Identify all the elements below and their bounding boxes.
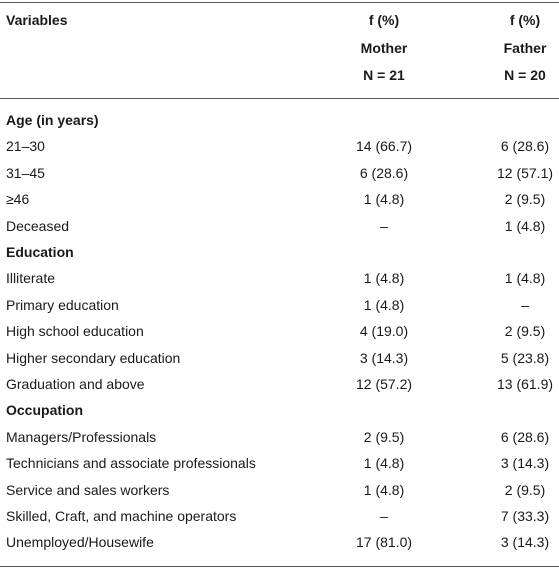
cell: 7 (33.3): [500, 508, 550, 524]
row-label: Deceased: [6, 217, 70, 234]
cell: 2 (9.5): [504, 191, 546, 208]
cell: 17 (81.0): [355, 534, 413, 551]
cell: –: [380, 217, 388, 234]
cell: 2 (9.5): [363, 428, 405, 445]
section-title: Age (in years): [6, 112, 99, 128]
row-label: ≥46: [6, 191, 30, 208]
row-label: Managers/Professionals: [6, 428, 157, 445]
cell: 12 (57.1): [496, 164, 554, 181]
row-label: Skilled, Craft, and machine operators: [6, 508, 237, 524]
cell: 3 (14.3): [500, 455, 550, 472]
cell: –: [380, 508, 388, 524]
section-title: Education: [6, 244, 74, 260]
row-label: High school education: [6, 323, 144, 340]
row-label: 31–45: [6, 164, 45, 181]
header-cell: f (%): [509, 12, 541, 28]
section-title: Occupation: [6, 402, 84, 419]
cell: 6 (28.6): [500, 428, 550, 445]
cell: 1 (4.8): [363, 455, 405, 472]
header-cell: N = 20: [504, 67, 546, 83]
header-rule: [0, 98, 559, 99]
cell: 3 (14.3): [500, 534, 550, 551]
cell: 6 (28.6): [359, 164, 409, 181]
row-label: Graduation and above: [6, 376, 145, 392]
bottom-rule: [0, 566, 559, 567]
top-rule: [0, 2, 559, 3]
cell: 1 (4.8): [504, 270, 546, 287]
header-cell: Mother: [360, 40, 408, 56]
cell: 4 (19.0): [359, 323, 409, 340]
cell: 13 (61.9): [496, 376, 554, 392]
cell: 6 (28.6): [500, 138, 550, 155]
cell: 1 (4.8): [363, 270, 405, 287]
cell: 1 (4.8): [363, 481, 405, 498]
cell: 5 (23.8): [500, 349, 550, 366]
cell: 1 (4.8): [363, 296, 405, 313]
row-label: Illiterate: [6, 270, 56, 287]
row-label: Technicians and associate professionals: [6, 455, 256, 472]
row-label: Service and sales workers: [6, 481, 170, 498]
row-label: Unemployed/Housewife: [6, 534, 154, 551]
cell: 3 (14.3): [359, 349, 409, 366]
header-cell: Father: [503, 40, 547, 56]
cell: 12 (57.2): [355, 376, 413, 392]
cell: 1 (4.8): [363, 191, 405, 208]
cell: –: [521, 296, 529, 313]
row-label: 21–30: [6, 138, 45, 155]
header-cell: Variables: [6, 12, 68, 28]
header-cell: f (%): [368, 12, 400, 28]
row-label: Higher secondary education: [6, 349, 181, 366]
row-label: Primary education: [6, 296, 119, 313]
header-cell: N = 21: [363, 67, 405, 83]
cell: 2 (9.5): [504, 323, 546, 340]
cell: 14 (66.7): [355, 138, 413, 155]
cell: 1 (4.8): [504, 217, 546, 234]
cell: 2 (9.5): [504, 481, 546, 498]
